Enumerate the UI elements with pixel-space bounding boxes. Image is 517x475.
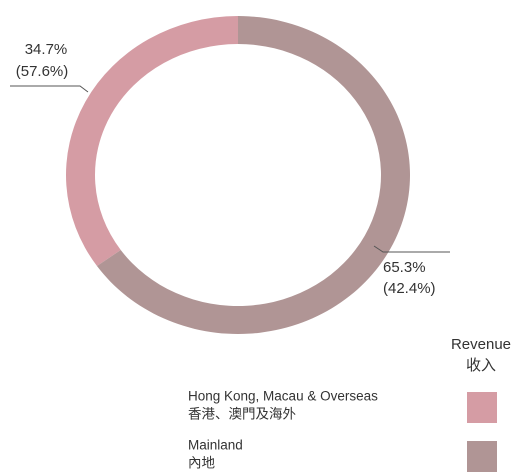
leader-line xyxy=(373,245,450,253)
legend-swatch xyxy=(467,441,497,472)
data-label: 65.3% xyxy=(383,259,426,276)
data-label-secondary: (42.4%) xyxy=(383,280,436,297)
legend-label: Hong Kong, Macau & Overseas xyxy=(188,389,378,404)
legend-label-zh: 香港、澳門及海外 xyxy=(188,407,296,422)
donut-segment xyxy=(66,16,238,267)
legend-swatch xyxy=(467,392,497,423)
legend-title: Revenue xyxy=(451,336,511,353)
legend-label: Mainland xyxy=(188,438,243,453)
data-label: 34.7% xyxy=(25,41,68,58)
legend-label-zh: 內地 xyxy=(188,456,215,471)
data-label-secondary: (57.6%) xyxy=(16,63,69,80)
legend-title-zh: 收入 xyxy=(466,357,496,374)
leader-line xyxy=(10,85,89,93)
